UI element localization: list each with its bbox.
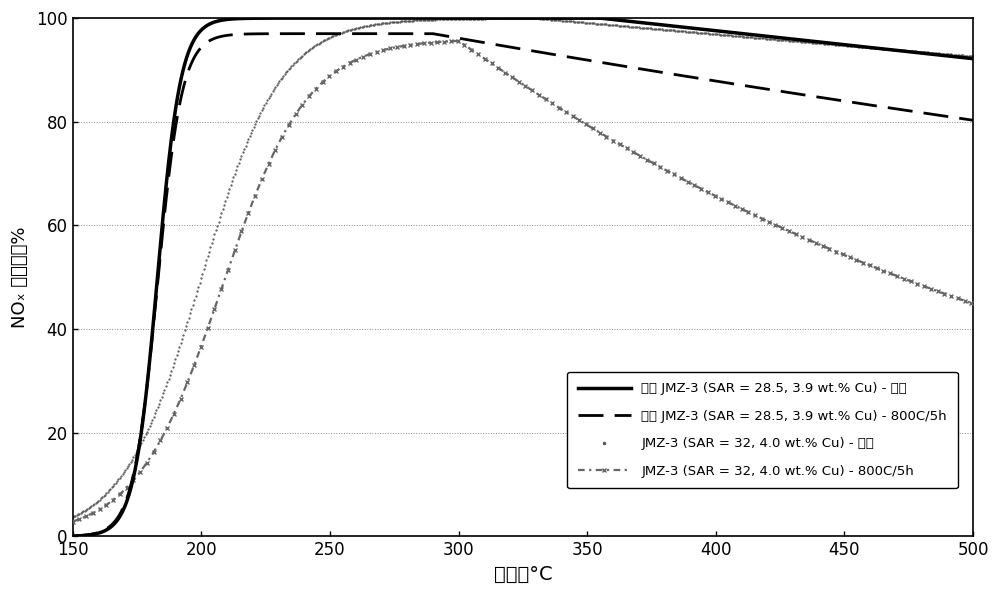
X-axis label: 温度，°C: 温度，°C xyxy=(494,565,552,584)
Y-axis label: NOₓ 转化率，%: NOₓ 转化率，% xyxy=(11,227,29,328)
Legend: 无钠 JMZ-3 (SAR = 28.5, 3.9 wt.% Cu) - 新鲜, 无钠 JMZ-3 (SAR = 28.5, 3.9 wt.% Cu) - 80: 无钠 JMZ-3 (SAR = 28.5, 3.9 wt.% Cu) - 新鲜,… xyxy=(567,372,958,488)
